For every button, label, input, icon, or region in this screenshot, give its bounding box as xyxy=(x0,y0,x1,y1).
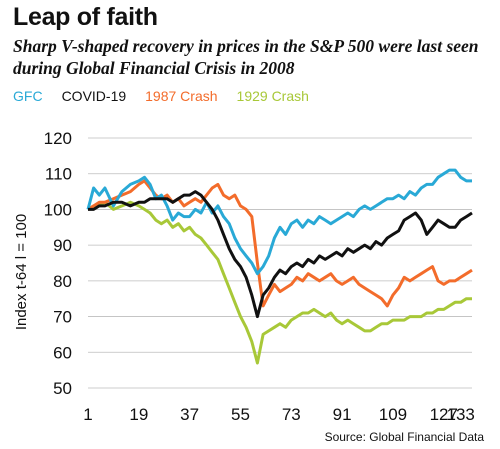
x-tick-label: 19 xyxy=(129,405,148,424)
x-tick-label: 1 xyxy=(83,405,92,424)
x-tick-label: 55 xyxy=(231,405,250,424)
x-tick-label: 73 xyxy=(282,405,301,424)
y-tick-label: 80 xyxy=(53,272,72,291)
legend-item-gfc: GFC xyxy=(13,88,43,104)
legend-item-1929: 1929 Crash xyxy=(236,88,309,104)
series-line-gfc xyxy=(86,168,472,276)
source-note: Source: Global Financial Data xyxy=(324,430,484,444)
y-tick-label: 100 xyxy=(44,200,72,219)
x-tick-label: 91 xyxy=(333,405,352,424)
series-line-covid-19 xyxy=(88,190,473,319)
series-line-1987-crash xyxy=(87,179,473,308)
chart-title: Leap of faith xyxy=(13,3,158,31)
y-tick-label: 60 xyxy=(53,343,72,362)
y-tick-label: 110 xyxy=(45,165,72,184)
y-axis-label: Index t-64 l = 100 xyxy=(13,214,30,330)
series-line-1929-crash xyxy=(87,200,472,365)
y-tick-label: 70 xyxy=(53,308,72,327)
chart-subtitle: Sharp V-shaped recovery in prices in the… xyxy=(13,36,479,78)
legend-item-1987: 1987 Crash xyxy=(145,88,218,104)
y-tick-label: 120 xyxy=(44,129,72,148)
x-tick-label: 109 xyxy=(379,405,407,424)
x-tick-label: 37 xyxy=(180,405,199,424)
x-tick-label: 133 xyxy=(447,405,475,424)
y-tick-label: 50 xyxy=(53,379,72,398)
legend: GFC COVID-19 1987 Crash 1929 Crash xyxy=(13,88,328,104)
y-tick-label: 90 xyxy=(53,236,72,255)
x-tick-label: 127 xyxy=(430,405,458,424)
legend-item-covid: COVID-19 xyxy=(61,88,127,104)
